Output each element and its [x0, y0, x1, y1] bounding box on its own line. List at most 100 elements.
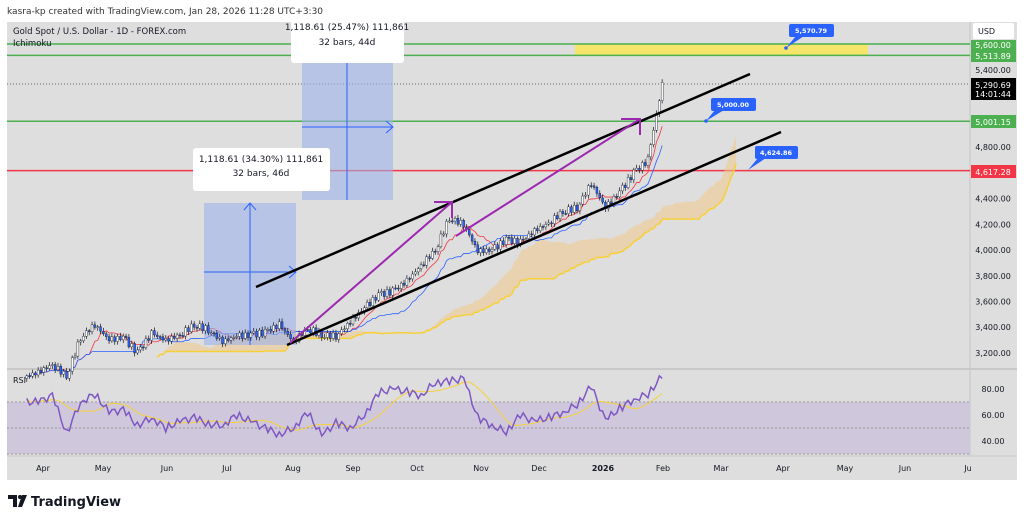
candle	[538, 226, 542, 232]
candle	[340, 329, 343, 334]
candle	[161, 336, 165, 341]
candle	[655, 113, 658, 131]
candle	[374, 297, 377, 301]
candle	[473, 240, 477, 246]
rsi-label[interactable]: RSI	[13, 376, 26, 385]
candle	[119, 336, 122, 340]
candle	[385, 289, 389, 297]
badge-green-mid	[971, 115, 1016, 128]
candle	[331, 332, 335, 339]
tradingview-logo-text: TradingView	[31, 495, 121, 510]
candle	[326, 332, 329, 338]
candle	[504, 236, 508, 245]
candle	[451, 220, 454, 223]
currency-button[interactable]: USD	[973, 23, 1014, 39]
candle	[351, 317, 355, 325]
indicator-label[interactable]: Ichimoku	[13, 39, 51, 49]
channel-lower-line[interactable]	[286, 130, 782, 347]
time-axis[interactable]: Apr May Jun Jul Aug Sep Oct Nov Dec 2026 Feb Mar Apr…	[36, 464, 972, 473]
candle	[238, 332, 241, 337]
candle	[139, 346, 142, 351]
candle	[629, 177, 633, 181]
rsi-axis[interactable]: 80.00 60.00 40.00	[982, 385, 1005, 446]
channel-upper-line[interactable]	[255, 72, 751, 289]
candle	[595, 187, 599, 194]
candle	[502, 240, 505, 245]
candle	[592, 185, 596, 188]
candle	[649, 144, 652, 158]
candle	[209, 332, 213, 335]
price-tick: 5,400.00	[975, 66, 1011, 75]
drawings	[255, 72, 782, 347]
candle	[445, 220, 448, 235]
candle	[459, 220, 462, 225]
candle	[541, 226, 545, 228]
callout-text: 5,000.00	[717, 101, 750, 109]
candle	[261, 329, 264, 337]
candle	[224, 338, 227, 344]
candle	[181, 335, 184, 337]
candle	[368, 301, 372, 306]
candle	[170, 335, 173, 342]
time-tick: Apr	[36, 464, 51, 473]
impulse-arrowhead-1	[434, 201, 453, 218]
bar-countdown: 14:01:44	[975, 90, 1011, 99]
candle	[266, 328, 270, 331]
candle	[218, 336, 221, 339]
price-tick: 4,400.00	[975, 195, 1011, 204]
candle	[641, 162, 644, 171]
callout-5000[interactable]: 5,000.00	[704, 98, 756, 123]
target-zone[interactable]	[575, 44, 868, 55]
impulse-arrow-2[interactable]	[455, 118, 641, 237]
rsi-tick: 80.00	[982, 385, 1005, 394]
symbol-title[interactable]: Gold Spot / U.S. Dollar - 1D - FOREX.com	[13, 27, 186, 37]
time-tick: Oct	[410, 464, 424, 473]
tenkan-line	[26, 126, 663, 377]
tradingview-logo-icon	[8, 495, 17, 507]
candle	[365, 301, 369, 308]
candle	[212, 332, 216, 335]
price-tick: 3,400.00	[975, 323, 1011, 332]
candle	[286, 330, 289, 335]
candle	[431, 250, 434, 259]
candle	[93, 324, 97, 328]
candle	[578, 203, 582, 211]
candle	[533, 228, 536, 236]
time-tick: Feb	[656, 464, 670, 473]
candle	[434, 250, 437, 253]
candle	[96, 326, 99, 328]
candle	[397, 287, 400, 290]
cloud-lower-edge	[156, 163, 737, 358]
candle	[556, 215, 559, 219]
candle	[513, 238, 516, 244]
callout-4624[interactable]: 4,624.86	[748, 146, 798, 170]
candle	[601, 197, 604, 203]
tradingview-logo[interactable]: TradingView	[8, 495, 121, 510]
candle	[31, 372, 34, 377]
candle	[252, 331, 255, 334]
candle	[479, 248, 482, 254]
candle	[482, 248, 485, 253]
candle	[442, 233, 445, 236]
candle	[105, 333, 108, 337]
candle	[36, 369, 40, 376]
candle	[232, 337, 236, 339]
price-axis[interactable]: 5,400.00 4,800.00 4,400.00 4,200.00 4,000.00…	[975, 66, 1011, 358]
candle	[221, 336, 224, 344]
time-tick: Apr	[776, 464, 791, 473]
impulse-arrow-1[interactable]	[289, 201, 453, 344]
candle	[615, 196, 618, 198]
callout-text: 4,624.86	[760, 149, 793, 157]
candle	[258, 329, 261, 338]
candle	[587, 185, 590, 196]
candle	[411, 273, 414, 280]
candle	[524, 238, 528, 240]
measure-2-line2: 32 bars, 44d	[319, 38, 376, 48]
candle	[70, 357, 74, 372]
candle	[476, 244, 479, 254]
candle	[448, 220, 451, 223]
callout-5570[interactable]: 5,570.79	[784, 24, 834, 50]
candle	[496, 244, 499, 250]
candle	[173, 335, 176, 339]
